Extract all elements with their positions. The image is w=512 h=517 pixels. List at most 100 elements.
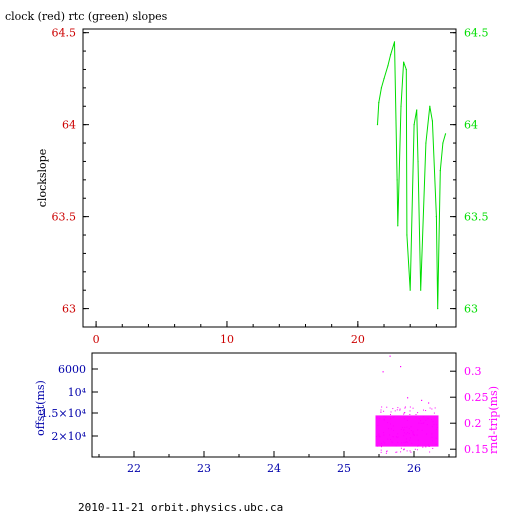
upper-y-right-tick-label: 64.5 <box>464 27 489 40</box>
rnd-trip-point <box>390 418 392 420</box>
rnd-trip-point <box>395 445 397 447</box>
lower-y-right-tick-label: 0.3 <box>464 365 482 378</box>
rnd-trip-point <box>403 441 405 443</box>
rnd-trip-point <box>380 442 382 444</box>
rtc-slope-point <box>397 225 399 227</box>
rnd-trip-point <box>422 422 424 424</box>
rnd-trip-point <box>403 449 405 451</box>
rnd-trip-point <box>403 448 405 450</box>
rnd-trip-point <box>432 421 434 423</box>
rnd-trip-point <box>386 451 388 453</box>
rtc-slope-point <box>444 133 447 135</box>
lower-y-left-tick-label: 10⁴ <box>68 386 87 399</box>
rnd-trip-point <box>378 436 380 438</box>
rnd-trip-point <box>409 406 411 408</box>
rnd-trip-point <box>409 437 411 439</box>
rnd-trip-outlier <box>400 366 402 368</box>
rnd-trip-point <box>386 406 388 408</box>
upper-panel-frame <box>82 28 457 328</box>
rnd-trip-point <box>378 435 380 437</box>
rnd-trip-point <box>406 441 408 443</box>
lower-y-left-tick-label: 1.5×10⁴ <box>41 407 87 420</box>
rnd-trip-point <box>409 413 411 415</box>
rnd-trip-point <box>422 409 424 411</box>
rnd-trip-point <box>385 416 387 418</box>
rnd-trip-point <box>390 428 392 430</box>
lower-series-group <box>375 355 439 454</box>
rnd-trip-point <box>431 426 433 428</box>
upper-y-axis-label: clockslope <box>36 149 49 207</box>
rnd-trip-point <box>405 433 407 435</box>
rtc-slope-point <box>425 142 427 144</box>
rnd-trip-point <box>376 417 378 419</box>
rnd-trip-point <box>425 410 427 412</box>
rnd-trip-point <box>375 436 377 438</box>
rnd-trip-point <box>387 438 389 440</box>
rtc-slope-point <box>406 234 408 236</box>
rnd-trip-point <box>428 446 430 448</box>
rnd-trip-point <box>403 432 405 434</box>
rnd-trip-point <box>409 410 411 412</box>
rnd-trip-point <box>416 449 418 451</box>
lower-y-right-tick-label: 0.2 <box>464 417 482 430</box>
rnd-trip-point <box>392 416 394 418</box>
rnd-trip-point <box>435 443 437 445</box>
rnd-trip-point <box>412 407 414 409</box>
rnd-trip-point <box>431 408 433 410</box>
rnd-trip-point <box>401 427 403 429</box>
rnd-trip-point <box>390 411 392 413</box>
rnd-trip-point <box>389 413 391 415</box>
rnd-trip-point <box>385 452 387 454</box>
lower-x-tick-label: 25 <box>337 462 351 475</box>
rnd-trip-point <box>408 433 410 435</box>
rnd-trip-point <box>431 436 433 438</box>
rnd-trip-point <box>383 415 385 417</box>
rnd-trip-point <box>400 428 402 430</box>
rnd-trip-outlier <box>421 399 423 401</box>
rnd-trip-point <box>397 441 399 443</box>
rnd-trip-point <box>405 438 407 440</box>
rnd-trip-point <box>380 411 382 413</box>
rnd-trip-point <box>401 442 403 444</box>
upper-x-tick-label: 0 <box>93 333 100 346</box>
rnd-trip-point <box>407 432 409 434</box>
rnd-trip-point <box>425 446 427 448</box>
rtc-slope-point <box>387 65 389 67</box>
rnd-trip-point <box>400 447 402 449</box>
rnd-trip-point <box>429 451 431 453</box>
lower-y2-axis-label: rnd-trip(ms) <box>487 386 500 454</box>
rnd-trip-point <box>399 409 401 411</box>
rnd-trip-point <box>412 433 414 435</box>
rnd-trip-outlier <box>389 355 391 357</box>
rnd-trip-point <box>384 442 386 444</box>
rnd-trip-point <box>396 451 398 453</box>
rnd-trip-point <box>383 410 385 412</box>
rnd-trip-point <box>389 423 391 425</box>
rnd-trip-point <box>421 429 423 431</box>
rtc-slope-point <box>378 101 380 104</box>
rnd-trip-point <box>392 436 394 438</box>
rnd-trip-point <box>383 434 385 436</box>
rtc-slope-line <box>377 41 446 309</box>
rnd-trip-point <box>387 422 389 424</box>
rtc-slope-point <box>405 68 407 71</box>
rnd-trip-point <box>378 433 380 435</box>
rnd-trip-point <box>395 436 397 438</box>
rnd-trip-point <box>412 432 414 434</box>
rtc-slope-point <box>396 179 398 181</box>
upper-y-left-tick-label: 63.5 <box>52 211 77 224</box>
rnd-trip-point <box>383 432 385 434</box>
rnd-trip-point <box>392 425 394 427</box>
rnd-trip-point <box>403 413 405 415</box>
lower-x-tick-label: 24 <box>267 462 281 475</box>
rnd-trip-point <box>404 407 406 409</box>
rnd-trip-point <box>408 428 410 430</box>
rnd-trip-point <box>404 406 406 408</box>
rtc-slope-point <box>416 109 418 111</box>
rnd-trip-point <box>397 407 399 409</box>
rnd-trip-point <box>377 434 379 436</box>
lower-x-tick-label: 22 <box>127 462 141 475</box>
rnd-trip-point <box>380 451 382 453</box>
rtc-slope-point <box>420 289 422 291</box>
rnd-trip-point <box>403 448 405 450</box>
